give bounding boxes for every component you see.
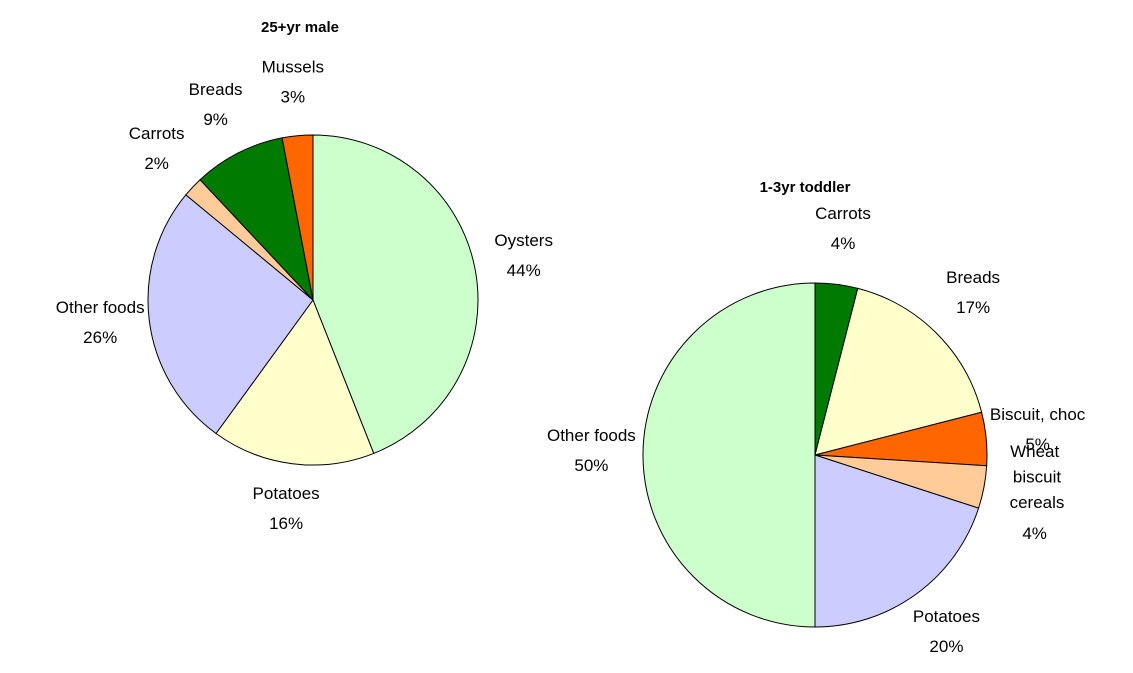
slice-label: Oysters [494,231,553,250]
slice-value-label: 3% [281,87,306,106]
slice-label: Carrots [129,124,185,143]
slice-value-label: 50% [574,456,608,475]
slice-label: Breads [189,80,243,99]
slice-label: Other foods [547,426,636,445]
slice-value-label: 5% [1025,435,1050,454]
slice-label: Potatoes [913,607,980,626]
slice-value-label: 4% [831,234,856,253]
slice-value-label: 9% [203,110,228,129]
chart-title: 1-3yr toddler [760,179,851,196]
slice-value-label: 26% [83,328,117,347]
slice-value-label: 2% [144,154,169,173]
slice-label: Wheat biscuit cereals [1005,442,1065,512]
slice-value-label: 20% [929,637,963,656]
pie-slice [281,134,314,301]
pie-slice [642,282,816,628]
slice-value-label: 17% [956,298,990,317]
slice-label: Other foods [56,298,145,317]
pie-slice [814,454,980,628]
pie-slice [312,134,479,455]
chart-title: 25+yr male [261,19,339,36]
pie-slice [814,287,983,456]
slice-value-label: 44% [507,261,541,280]
slice-label: Mussels [262,57,324,76]
pie-slice [199,137,314,302]
slice-label: Biscuit, choc [990,405,1086,424]
pie-slice [147,194,314,435]
slice-label: Breads [946,268,1000,287]
slice-label: Carrots [815,204,871,223]
slice-value-label: 4% [1022,524,1047,543]
slice-label: Potatoes [253,484,320,503]
slice-value-label: 16% [269,514,303,533]
pie-slice [215,298,375,466]
